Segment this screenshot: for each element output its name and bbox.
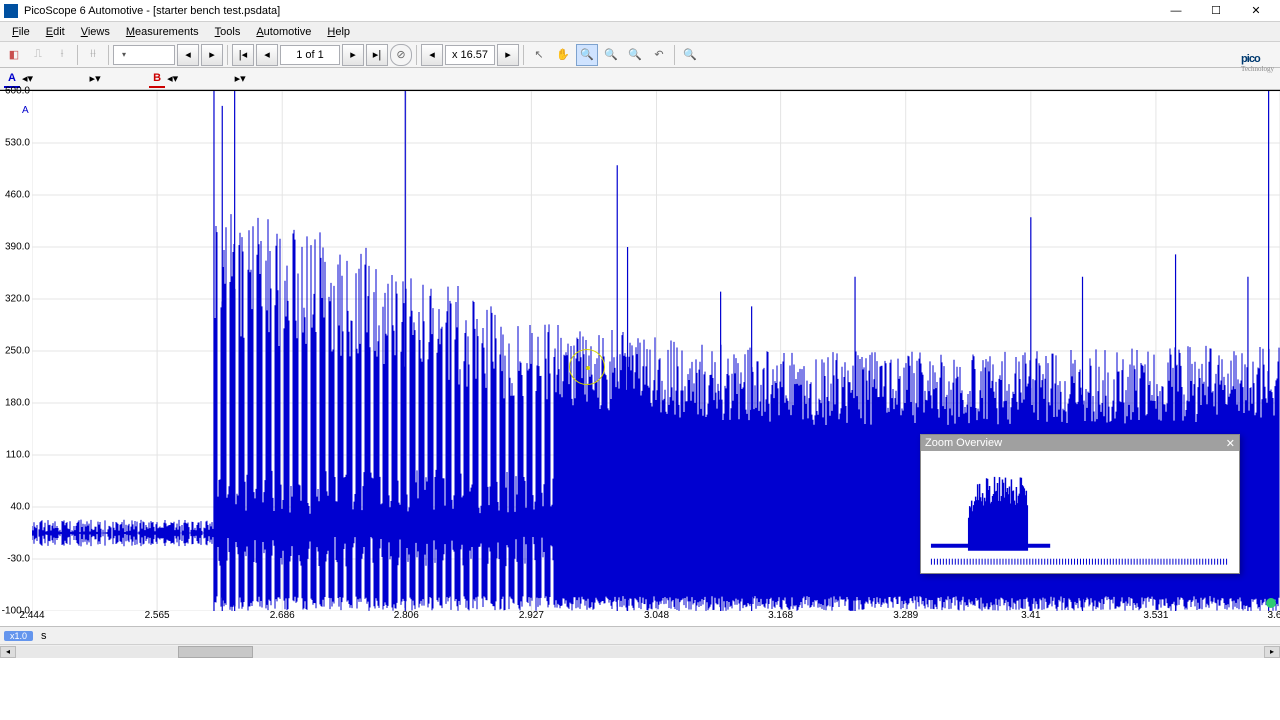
main-toolbar: ◧ ⎍ ⟊ ⟊⟊ ▾ ◂ ▸ |◂ ◂ 1 of 1 ▸ ▸| ⊘ ◂ x 16… xyxy=(0,42,1280,68)
x-tick-label: 3.048 xyxy=(644,610,669,621)
x-tick-label: 2.927 xyxy=(519,610,544,621)
x-axis: 2.444 2.565 2.686 2.806 2.927 3.048 3.168 3.289… xyxy=(0,610,1280,626)
menu-automotive[interactable]: Automotive xyxy=(248,24,319,40)
zoom-overview-titlebar[interactable]: Zoom Overview ✕ xyxy=(921,435,1239,451)
zoom-overview-title: Zoom Overview xyxy=(925,437,1002,449)
x-tick-label: 3.651 xyxy=(1267,610,1280,621)
page-last-button[interactable]: ▸| xyxy=(366,44,388,66)
x-tick-label: 2.444 xyxy=(19,610,44,621)
menu-bar: File Edit Views Measurements Tools Autom… xyxy=(0,22,1280,42)
x-tick-label: 3.41 xyxy=(1021,610,1040,621)
x-tick-label: 2.806 xyxy=(394,610,419,621)
zoom-in-icon[interactable]: 🔍 xyxy=(600,44,622,66)
horizontal-scrollbar[interactable]: ◂ ▸ xyxy=(0,644,1280,658)
y-tick-label: 180.0 xyxy=(0,398,30,409)
zoom-fit-icon[interactable]: 🔍 xyxy=(679,44,701,66)
zoom-prev-button[interactable]: ◂ xyxy=(421,44,443,66)
title-bar: PicoScope 6 Automotive - [starter bench … xyxy=(0,0,1280,22)
channel-bar: A ◂ ▾ ▸ ▾ B ◂ ▾ ▸ ▾ xyxy=(0,68,1280,90)
zoom-select-tool-icon[interactable]: 🔍 xyxy=(576,44,598,66)
y-tick-label: 600.0 xyxy=(0,86,30,97)
y-tick-label: -30.0 xyxy=(0,554,30,565)
close-button[interactable]: ✕ xyxy=(1236,1,1276,21)
x-tick-label: 3.289 xyxy=(893,610,918,621)
scroll-track[interactable] xyxy=(16,646,1264,658)
zoom-badge: x1.0 xyxy=(4,631,33,641)
zoom-overview-close-icon[interactable]: ✕ xyxy=(1226,437,1235,450)
channel-a-coupling-combo[interactable]: ▾ xyxy=(95,72,147,85)
tool-trigger-icon[interactable]: ◧ xyxy=(3,44,25,66)
y-tick-label: 110.0 xyxy=(0,450,30,461)
zoom-overview-body[interactable] xyxy=(921,451,1239,575)
tool-ruler-icon[interactable]: ⟊ xyxy=(51,44,73,66)
undo-zoom-icon[interactable]: ↶ xyxy=(648,44,670,66)
menu-edit[interactable]: Edit xyxy=(38,24,73,40)
minimize-button[interactable]: — xyxy=(1156,1,1196,21)
zoom-next-button[interactable]: ▸ xyxy=(497,44,519,66)
menu-file[interactable]: File xyxy=(4,24,38,40)
pointer-tool-icon[interactable]: ↖ xyxy=(528,44,550,66)
zoom-out-icon[interactable]: 🔍 xyxy=(624,44,646,66)
x-tick-label: 3.168 xyxy=(768,610,793,621)
timebase-next-button[interactable]: ▸ xyxy=(201,44,223,66)
zoom-factor[interactable]: x 16.57 xyxy=(445,45,495,65)
x-unit-bar: x1.0 s xyxy=(0,626,1280,644)
channel-a-range-combo[interactable]: ▾ xyxy=(28,72,90,85)
scroll-right-button[interactable]: ▸ xyxy=(1264,646,1280,658)
tool-signal-icon[interactable]: ⎍ xyxy=(27,44,49,66)
tool-rulers2-icon[interactable]: ⟊⟊ xyxy=(82,44,104,66)
run-status-indicator-icon xyxy=(1266,598,1276,608)
plot-area: -100.0-30.040.0110.0180.0250.0320.0390.0… xyxy=(0,90,1280,644)
app-icon xyxy=(4,4,18,18)
x-tick-label: 2.686 xyxy=(270,610,295,621)
x-tick-label: 3.531 xyxy=(1143,610,1168,621)
hand-tool-icon[interactable]: ✋ xyxy=(552,44,574,66)
page-indicator[interactable]: 1 of 1 xyxy=(280,45,340,65)
refresh-icon[interactable]: ⊘ xyxy=(390,44,412,66)
page-next-button[interactable]: ▸ xyxy=(342,44,364,66)
zoom-overview-panel[interactable]: Zoom Overview ✕ xyxy=(920,434,1240,574)
scroll-thumb[interactable] xyxy=(178,646,253,658)
y-tick-label: 250.0 xyxy=(0,346,30,357)
y-tick-label: 460.0 xyxy=(0,190,30,201)
timebase-combo[interactable]: ▾ xyxy=(113,45,175,65)
y-tick-label: 320.0 xyxy=(0,294,30,305)
menu-measurements[interactable]: Measurements xyxy=(118,24,207,40)
y-tick-label: 390.0 xyxy=(0,242,30,253)
timebase-prev-button[interactable]: ◂ xyxy=(177,44,199,66)
page-prev-button[interactable]: ◂ xyxy=(256,44,278,66)
window-title: PicoScope 6 Automotive - [starter bench … xyxy=(24,5,1156,17)
menu-views[interactable]: Views xyxy=(73,24,118,40)
scroll-left-button[interactable]: ◂ xyxy=(0,646,16,658)
channel-b-coupling-combo[interactable]: ▾ xyxy=(240,72,292,85)
y-tick-label: 530.0 xyxy=(0,138,30,149)
menu-help[interactable]: Help xyxy=(319,24,358,40)
menu-tools[interactable]: Tools xyxy=(207,24,249,40)
page-first-button[interactable]: |◂ xyxy=(232,44,254,66)
channel-b-label[interactable]: B xyxy=(149,70,165,88)
x-axis-unit: s xyxy=(41,630,47,642)
y-tick-label: 40.0 xyxy=(0,502,30,513)
channel-b-range-combo[interactable]: ▾ xyxy=(173,72,235,85)
pico-logo: pico Technology xyxy=(1241,42,1274,73)
maximize-button[interactable]: ☐ xyxy=(1196,1,1236,21)
x-tick-label: 2.565 xyxy=(145,610,170,621)
y-axis-unit: A xyxy=(22,105,29,116)
y-axis: -100.0-30.040.0110.0180.0250.0320.0390.0… xyxy=(0,91,32,611)
